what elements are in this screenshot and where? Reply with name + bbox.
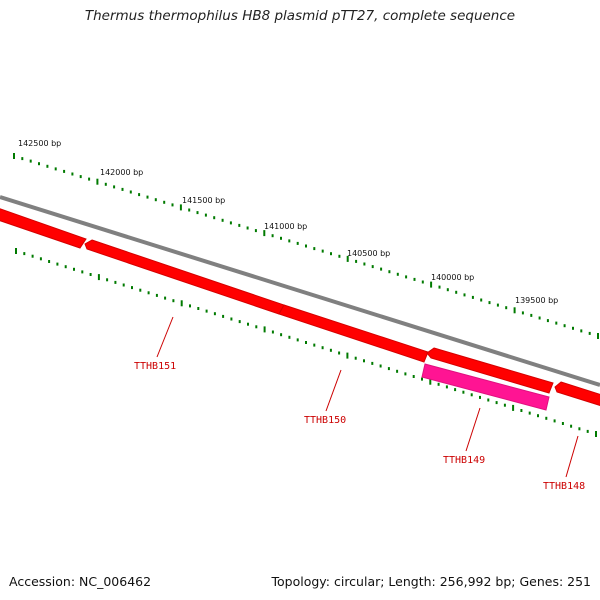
axis-tick-label: 140000 bp xyxy=(431,273,474,282)
sequence-stats-text: Topology: circular; Length: 256,992 bp; … xyxy=(271,574,592,589)
map-title: Thermus thermophilus HB8 plasmid pTT27, … xyxy=(84,8,516,24)
backbone-line xyxy=(0,195,600,387)
inner-tick-track xyxy=(15,248,597,437)
gene-label-leaders xyxy=(156,316,579,478)
gene-label-tthb149[interactable]: TTHB149 xyxy=(443,455,485,466)
axis-tick-label: 139500 bp xyxy=(515,296,558,305)
leader-tthb150 xyxy=(325,369,342,412)
leader-tthb149 xyxy=(465,407,481,452)
gene-label-tthb150[interactable]: TTHB150 xyxy=(304,415,346,426)
axis-tick-label: 142000 bp xyxy=(100,168,143,177)
axis-tick-label: 140500 bp xyxy=(347,249,390,258)
axis-tick-label: 141000 bp xyxy=(264,222,307,231)
axis-tick-label: 141500 bp xyxy=(182,196,225,205)
outer-tick-track xyxy=(13,153,599,339)
gene-arrow-tthb151[interactable] xyxy=(84,239,285,315)
gene-arrow-tthb149[interactable] xyxy=(421,363,550,411)
accession-text: Accession: NC_006462 xyxy=(9,574,152,589)
axis-tick-label: 142500 bp xyxy=(18,139,61,148)
gene-arrow-tthb149-forward[interactable] xyxy=(426,347,554,394)
gene-arrow-pre[interactable] xyxy=(0,207,87,249)
gene-label-tthb148[interactable]: TTHB148 xyxy=(543,481,585,492)
gene-labels: TTHB151 TTHB150 TTHB149 TTHB148 xyxy=(134,361,585,492)
axis-label-group: 142500 bp 142000 bp 141500 bp 141000 bp 1405… xyxy=(18,139,558,305)
leader-tthb151 xyxy=(156,316,174,358)
gene-arrow-tthb148[interactable] xyxy=(554,381,600,407)
gene-arrow-group[interactable] xyxy=(0,207,600,411)
gene-label-tthb151[interactable]: TTHB151 xyxy=(134,361,176,372)
leader-tthb148 xyxy=(565,435,579,478)
gene-arrow-tthb150[interactable] xyxy=(278,304,429,363)
